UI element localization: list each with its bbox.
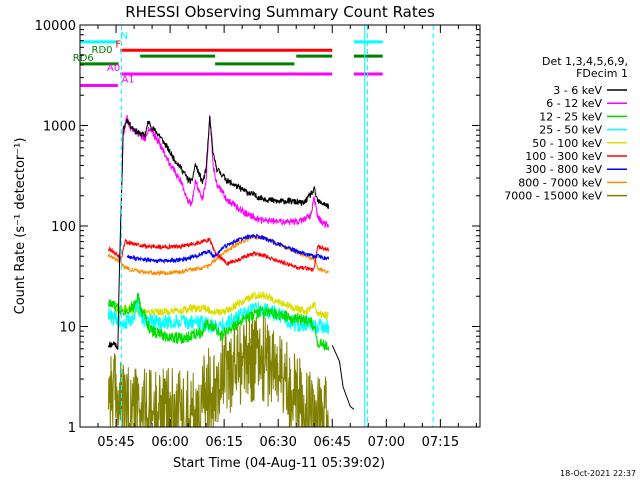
- x-axis-label: Start Time (04-Aug-11 05:39:02): [173, 456, 385, 471]
- legend-label: 7000 - 15000 keV: [504, 190, 602, 203]
- legend-label: 50 - 100 keV: [532, 137, 602, 150]
- timestamp: 18-Oct-2021 22:37: [560, 469, 636, 478]
- mode-bar-label-a1: A1: [121, 75, 134, 86]
- mode-bar-label-rd6: RD6: [73, 53, 94, 64]
- series-line-100-300-kev: [107, 237, 330, 273]
- chart-title: RHESSI Observing Summary Count Rates: [125, 3, 435, 21]
- legend-label: 100 - 300 keV: [525, 150, 602, 163]
- series-line-12-25-kev: [107, 292, 330, 352]
- series-line-3-6-kev: [107, 115, 330, 351]
- legend-label: 800 - 7000 keV: [518, 176, 602, 189]
- x-tick-label: 06:30: [259, 435, 296, 450]
- x-tick-label: 06:45: [314, 435, 351, 450]
- y-tick-label: 100: [51, 220, 76, 235]
- data-gap: [332, 26, 354, 426]
- mode-bar-label-f: F: [115, 39, 121, 50]
- x-tick-label: 06:00: [151, 435, 188, 450]
- x-tick-label: 07:00: [368, 435, 405, 450]
- mode-bar-label-rd0: RD0: [92, 45, 113, 56]
- y-axis-ticks: 1 10 100 1000 10000: [35, 19, 480, 436]
- legend-label: 3 - 6 keV: [553, 84, 602, 97]
- y-tick-label: 1: [68, 421, 76, 436]
- x-tick-label: 05:45: [97, 435, 134, 450]
- x-axis-ticks: 05:45 06:00 06:15 06:30 06:45 07:00 07:15: [97, 25, 477, 450]
- legend-header-line: Det 1,3,4,5,6,9,: [542, 55, 628, 68]
- series-lines: [107, 114, 330, 429]
- series-line-6-12-kev: [119, 114, 330, 263]
- legend-label: 12 - 25 keV: [539, 110, 602, 123]
- black-tail-line: [331, 345, 355, 410]
- legend-label: 25 - 50 keV: [539, 124, 602, 137]
- y-tick-label: 10: [59, 321, 76, 336]
- x-tick-label: 07:15: [422, 435, 459, 450]
- series-line-300-800-kev: [126, 233, 330, 264]
- mode-bar-label-a0: A0: [107, 63, 120, 74]
- y-tick-label: 1000: [43, 120, 76, 135]
- x-tick-label: 06:15: [205, 435, 242, 450]
- y-tick-label: 10000: [35, 19, 76, 34]
- legend-label: 300 - 800 keV: [525, 163, 602, 176]
- mode-bar-label-n: N: [120, 31, 127, 42]
- y-axis-label: Count Rate (s⁻¹ detector⁻¹): [13, 138, 28, 315]
- legend-label: 6 - 12 keV: [546, 97, 602, 110]
- legend-header-line: FDecim 1: [576, 67, 628, 80]
